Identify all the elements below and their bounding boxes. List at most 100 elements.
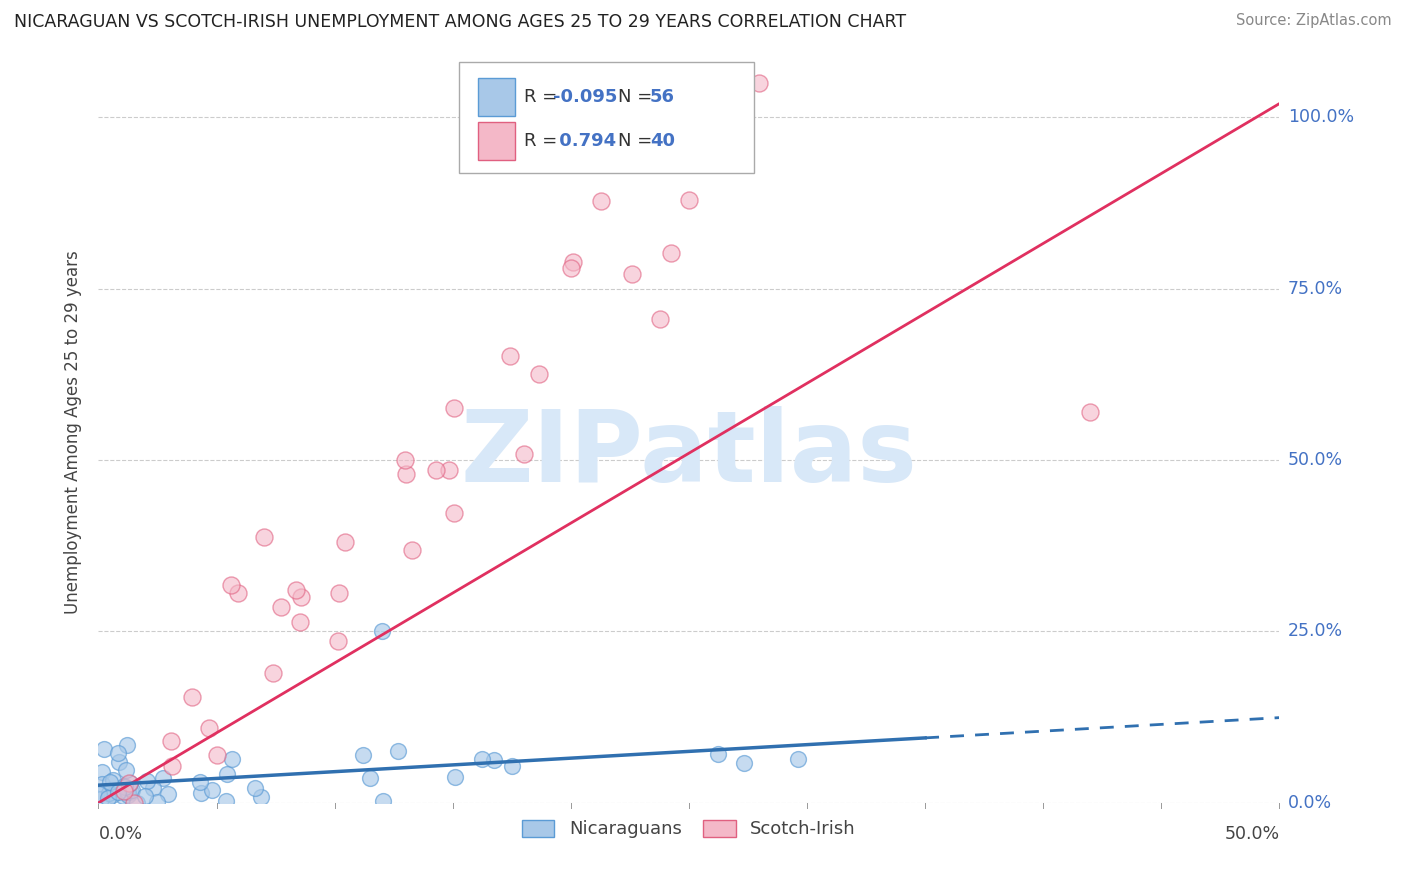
- Point: [395, 467, 418, 481]
- Point: [90, 777, 112, 791]
- Point: [1080, 405, 1102, 419]
- Point: [117, 789, 139, 803]
- FancyBboxPatch shape: [458, 62, 754, 173]
- Text: 56: 56: [650, 88, 675, 106]
- Point: [243, 780, 266, 795]
- Point: [93, 742, 115, 756]
- Point: [499, 349, 522, 363]
- Point: [371, 624, 394, 639]
- Y-axis label: Unemployment Among Ages 25 to 29 years: Unemployment Among Ages 25 to 29 years: [65, 251, 83, 615]
- Point: [733, 756, 755, 771]
- Point: [219, 578, 242, 592]
- Text: R =: R =: [523, 132, 562, 150]
- Point: [97, 791, 120, 805]
- Point: [181, 690, 204, 704]
- Point: [527, 367, 550, 381]
- Legend: Nicaraguans, Scotch-Irish: Nicaraguans, Scotch-Irish: [515, 813, 863, 846]
- Point: [215, 794, 238, 808]
- Point: [786, 752, 808, 766]
- Text: 0.794: 0.794: [553, 132, 616, 150]
- Point: [249, 790, 271, 805]
- Point: [591, 194, 613, 208]
- Text: 100.0%: 100.0%: [1288, 108, 1354, 127]
- Point: [114, 780, 136, 795]
- Point: [713, 99, 735, 113]
- FancyBboxPatch shape: [478, 121, 516, 160]
- Point: [270, 599, 292, 614]
- Point: [352, 747, 374, 762]
- Text: ZIPatlas: ZIPatlas: [461, 407, 917, 503]
- Point: [648, 312, 671, 326]
- Point: [560, 261, 582, 276]
- FancyBboxPatch shape: [478, 78, 516, 117]
- Point: [90, 764, 112, 779]
- Point: [221, 752, 243, 766]
- Point: [226, 586, 249, 600]
- Point: [90, 792, 112, 806]
- Point: [443, 506, 465, 520]
- Point: [333, 534, 356, 549]
- Text: 25.0%: 25.0%: [1288, 623, 1343, 640]
- Text: N =: N =: [619, 88, 658, 106]
- Text: 0.0%: 0.0%: [1288, 794, 1331, 812]
- Point: [97, 786, 120, 800]
- Point: [100, 788, 122, 802]
- Point: [112, 779, 135, 793]
- Point: [482, 753, 505, 767]
- Point: [152, 771, 174, 785]
- Point: [471, 752, 494, 766]
- Text: 75.0%: 75.0%: [1288, 280, 1343, 298]
- Point: [387, 744, 409, 758]
- Point: [326, 634, 349, 648]
- Point: [107, 746, 129, 760]
- Text: NICARAGUAN VS SCOTCH-IRISH UNEMPLOYMENT AMONG AGES 25 TO 29 YEARS CORRELATION CH: NICARAGUAN VS SCOTCH-IRISH UNEMPLOYMENT …: [14, 13, 907, 31]
- Text: R =: R =: [523, 88, 562, 106]
- Point: [146, 795, 169, 809]
- Point: [359, 771, 381, 785]
- Point: [328, 586, 350, 600]
- Point: [162, 759, 184, 773]
- Point: [205, 747, 228, 762]
- Text: 40: 40: [650, 132, 675, 150]
- Text: 50.0%: 50.0%: [1288, 451, 1343, 469]
- Point: [290, 591, 312, 605]
- Point: [288, 615, 311, 629]
- Point: [156, 787, 179, 801]
- Point: [659, 246, 682, 260]
- Point: [115, 739, 138, 753]
- Point: [107, 785, 129, 799]
- Point: [159, 734, 181, 748]
- Point: [748, 76, 770, 90]
- Point: [285, 582, 308, 597]
- Point: [118, 776, 141, 790]
- Point: [198, 721, 221, 735]
- Point: [217, 767, 239, 781]
- Text: -0.095: -0.095: [553, 88, 617, 106]
- Point: [562, 255, 585, 269]
- Point: [444, 770, 467, 784]
- Point: [371, 794, 394, 808]
- Point: [142, 781, 165, 796]
- Point: [121, 783, 143, 797]
- Point: [190, 786, 212, 800]
- Point: [394, 453, 416, 467]
- Point: [118, 776, 141, 790]
- Point: [437, 463, 460, 477]
- Point: [120, 785, 142, 799]
- Point: [253, 530, 276, 544]
- Point: [127, 796, 149, 810]
- Text: 0.0%: 0.0%: [98, 825, 142, 843]
- Point: [117, 785, 139, 799]
- Text: Source: ZipAtlas.com: Source: ZipAtlas.com: [1236, 13, 1392, 29]
- Point: [443, 401, 465, 416]
- Point: [501, 759, 523, 773]
- Point: [108, 755, 131, 769]
- Point: [190, 775, 212, 789]
- Text: N =: N =: [619, 132, 658, 150]
- Point: [678, 193, 700, 207]
- Point: [134, 789, 156, 804]
- Point: [512, 447, 534, 461]
- Point: [98, 774, 121, 789]
- Text: 50.0%: 50.0%: [1225, 825, 1279, 843]
- Point: [89, 787, 111, 801]
